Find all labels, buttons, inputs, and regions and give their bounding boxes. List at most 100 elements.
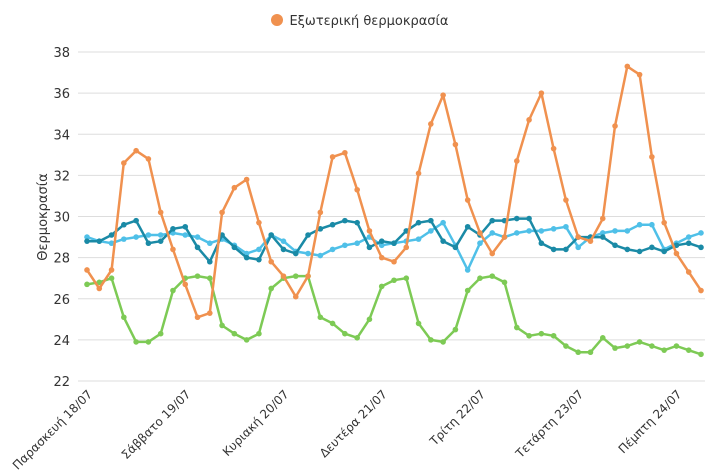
data-point <box>170 287 176 294</box>
data-point <box>84 238 90 244</box>
data-point <box>280 246 287 253</box>
data-point <box>133 234 139 240</box>
data-point <box>96 285 103 292</box>
data-point <box>563 343 569 349</box>
x-tick-label: Δευτέρα 21/07 <box>317 387 390 460</box>
data-point <box>489 230 496 236</box>
data-point <box>428 228 434 234</box>
data-point <box>121 221 127 228</box>
data-point <box>501 234 508 240</box>
data-point <box>538 330 545 337</box>
data-point <box>538 90 545 96</box>
data-point <box>636 248 643 255</box>
y-tick-label: 30 <box>53 211 70 226</box>
data-point <box>170 246 176 253</box>
x-tick-label: Σάββατο 19/07 <box>119 387 194 462</box>
data-point <box>145 156 152 162</box>
data-point <box>391 277 397 284</box>
data-point <box>575 244 581 251</box>
data-point <box>342 330 348 337</box>
data-point <box>317 209 324 216</box>
data-point <box>440 219 446 226</box>
data-point <box>489 217 496 224</box>
data-point <box>219 322 225 329</box>
data-point <box>243 337 250 343</box>
data-point <box>599 335 606 341</box>
data-point <box>378 254 385 261</box>
data-point <box>550 145 557 152</box>
data-point <box>464 267 471 273</box>
data-point <box>354 240 360 247</box>
data-point <box>624 246 631 253</box>
data-point <box>378 238 385 244</box>
legend-marker-outdoor-temperature[interactable] <box>271 14 284 26</box>
data-point <box>366 228 373 234</box>
data-point <box>452 141 459 148</box>
data-point <box>489 250 496 257</box>
data-point <box>538 240 545 247</box>
data-point <box>121 160 127 166</box>
data-point <box>354 186 360 193</box>
data-point <box>599 234 606 240</box>
data-point <box>587 349 594 356</box>
data-point <box>550 246 557 253</box>
data-point <box>649 244 655 251</box>
data-point <box>685 347 692 353</box>
data-point <box>391 240 397 247</box>
legend-label-outdoor-temperature[interactable]: Εξωτερική θερμοκρασία <box>289 14 449 29</box>
data-point <box>440 238 446 244</box>
data-point <box>428 337 434 343</box>
data-point <box>84 281 90 288</box>
data-point <box>428 217 434 224</box>
data-point <box>636 221 643 228</box>
y-tick-label: 24 <box>53 334 70 349</box>
data-point <box>624 63 631 70</box>
data-point <box>194 244 201 251</box>
data-point <box>599 230 606 236</box>
data-point <box>329 221 336 228</box>
data-point <box>698 244 704 251</box>
data-point <box>182 281 189 288</box>
data-point <box>575 349 581 356</box>
data-point <box>145 339 152 345</box>
data-point <box>96 279 103 286</box>
data-point <box>354 335 360 341</box>
data-point <box>649 343 655 349</box>
data-point <box>268 285 275 292</box>
data-point <box>84 234 90 240</box>
data-point <box>207 310 213 316</box>
data-point <box>157 330 164 337</box>
data-point <box>464 223 471 230</box>
data-point <box>649 154 655 160</box>
y-tick-label: 28 <box>53 252 70 267</box>
data-point <box>366 244 373 251</box>
data-point <box>440 92 446 98</box>
y-tick-label: 38 <box>53 46 70 61</box>
data-point <box>514 215 520 222</box>
data-point <box>268 258 275 265</box>
data-point <box>612 345 618 351</box>
series-line-2 <box>86 274 702 356</box>
data-point <box>514 158 520 164</box>
data-point <box>612 242 618 249</box>
x-tick-label: Κυριακή 20/07 <box>220 387 292 459</box>
data-point <box>538 228 545 234</box>
data-point <box>108 232 115 238</box>
data-point <box>661 219 667 226</box>
data-point <box>526 228 532 234</box>
data-point <box>378 283 385 290</box>
y-tick-label: 34 <box>53 128 70 143</box>
data-point <box>207 240 213 247</box>
data-point <box>378 242 385 249</box>
data-point <box>366 316 373 323</box>
data-point <box>329 320 336 327</box>
data-point <box>145 240 152 247</box>
data-point <box>317 252 324 259</box>
data-point <box>661 347 667 353</box>
data-point <box>661 248 667 255</box>
data-point <box>452 244 459 251</box>
data-point <box>280 238 287 244</box>
data-point <box>194 314 201 321</box>
y-axis-title: Θερμοκρασία <box>36 173 51 260</box>
data-point <box>305 273 311 279</box>
